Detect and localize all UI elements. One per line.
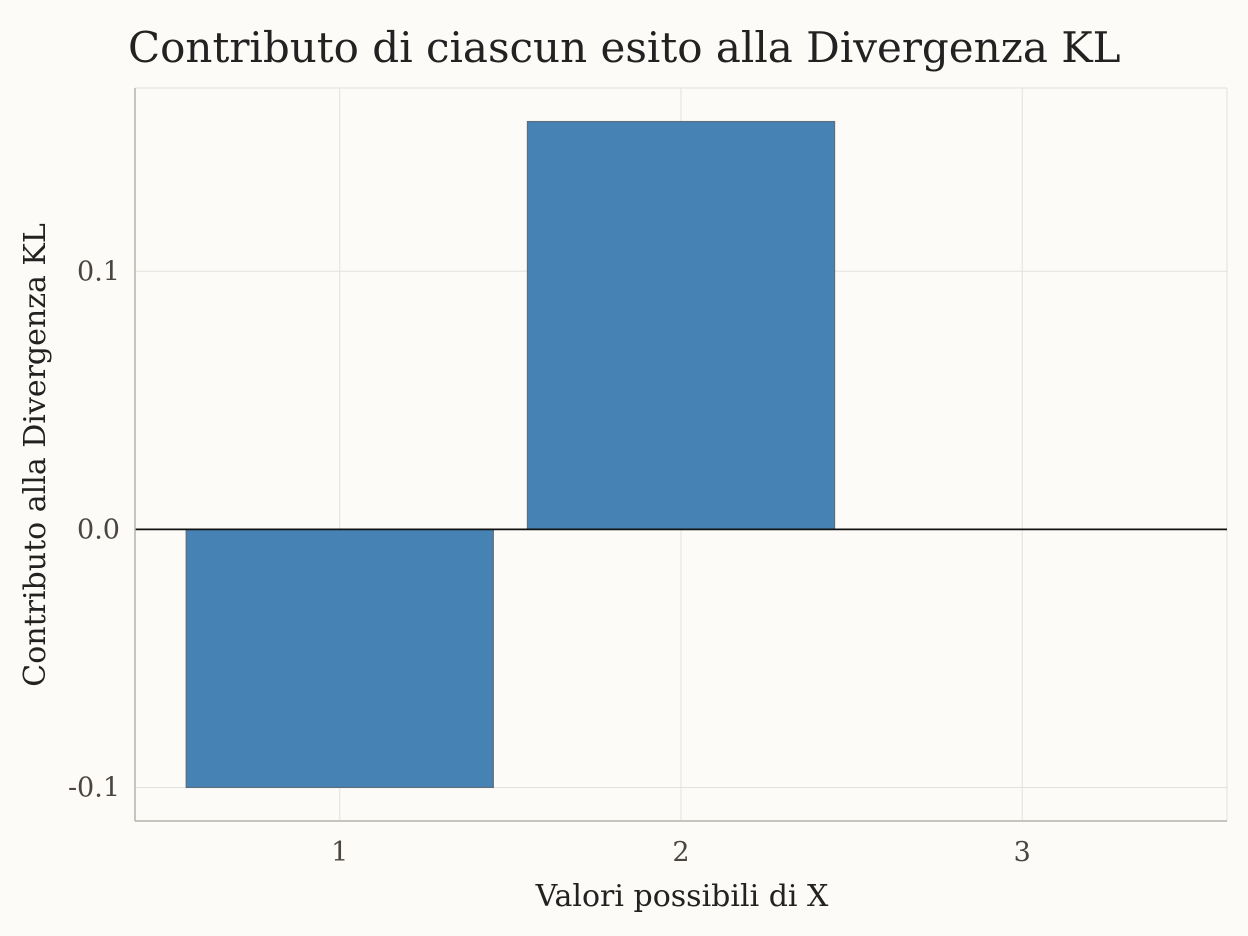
y-axis-label: Contributo alla Divergenza KL [18,223,53,687]
x-axis-label: Valori possibili di X [535,879,829,914]
x-tick-label: 3 [1014,837,1031,868]
plot-frame [134,88,1227,822]
y-tick-labels: -0.1 0.0 0.1 [68,256,120,803]
x-tick-labels: 1 2 3 [331,837,1031,868]
y-tick-label: -0.1 [68,772,120,803]
bar-2 [526,120,836,530]
chart-title: Contributo di ciascun esito alla Diverge… [128,23,1121,72]
y-tick-label: 0.0 [77,514,120,545]
x-tick-label: 2 [672,837,689,868]
y-tick-label: 0.1 [77,256,120,287]
x-tick-label: 1 [331,837,348,868]
bar-1 [185,528,494,789]
bars [185,120,836,789]
